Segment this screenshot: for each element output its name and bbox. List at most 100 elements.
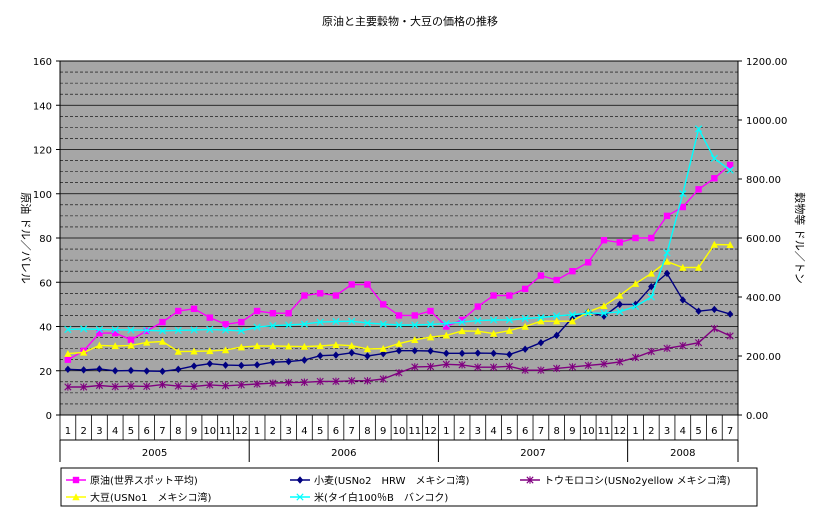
- right-tick-label: 600.00: [746, 234, 781, 245]
- data-point: [80, 383, 88, 391]
- data-point: [380, 301, 387, 308]
- data-point: [648, 234, 655, 242]
- data-point: [663, 269, 671, 278]
- month-tick-label: 3: [475, 426, 481, 437]
- left-tick-label: 40: [39, 323, 52, 334]
- data-point: [568, 363, 577, 371]
- x-axis: 1 2 3 4 5 6 7 8 9 10 11 12 1 2 3 4 5 6 7 8 9 10 11 12 1 2 3 4 5 6 7 8 9 1…: [59, 415, 739, 462]
- data-point: [190, 347, 198, 355]
- data-point: [568, 317, 577, 325]
- month-tick-label: 7: [159, 426, 165, 437]
- data-point: [395, 369, 403, 377]
- data-point: [679, 341, 687, 350]
- data-point: [569, 267, 576, 275]
- data-point: [521, 285, 529, 293]
- data-point: [631, 280, 640, 287]
- data-point: [253, 342, 261, 350]
- month-tick-label: 2: [459, 426, 465, 437]
- month-tick-label: 7: [538, 426, 544, 437]
- right-axis-ticks: 0.00 200.00 400.00 600.00 800.00 1000.00 1200.…: [738, 57, 787, 422]
- data-point: [585, 259, 592, 266]
- year-tick-label: 2008: [670, 448, 695, 459]
- data-point: [553, 364, 561, 373]
- data-point: [474, 363, 482, 371]
- data-point: [679, 296, 687, 304]
- data-point: [600, 302, 608, 310]
- month-tick-label: 6: [522, 426, 528, 437]
- month-tick-label: 8: [553, 426, 559, 437]
- legend-label: 米(タイ白100％B バンコク): [314, 491, 448, 504]
- data-point: [64, 365, 72, 373]
- legend-item-4: 大豆(USNo1 メキシコ湾): [66, 491, 212, 504]
- data-point: [348, 377, 356, 385]
- data-point: [537, 339, 545, 347]
- data-point: [96, 329, 103, 337]
- data-point: [316, 377, 324, 386]
- data-point: [631, 353, 640, 362]
- data-point: [537, 317, 545, 325]
- data-point: [332, 292, 340, 299]
- data-point: [600, 312, 608, 320]
- data-point: [458, 318, 466, 326]
- data-point: [111, 329, 119, 337]
- left-tick-label: 140: [33, 101, 52, 112]
- month-tick-label: 11: [219, 426, 232, 437]
- left-axis-label: 原油 ドル／バレル: [19, 192, 33, 284]
- data-point: [490, 363, 498, 371]
- data-point: [663, 257, 671, 265]
- data-point: [521, 345, 529, 353]
- data-point: [206, 381, 214, 389]
- month-tick-label: 1: [254, 426, 260, 437]
- data-point: [111, 382, 119, 391]
- data-point: [616, 358, 624, 366]
- data-point: [552, 317, 561, 325]
- month-tick-label: 9: [380, 426, 386, 437]
- data-point: [474, 303, 482, 310]
- legend-item-5: 米(タイ白100％B バンコク): [290, 491, 448, 504]
- right-tick-label: 1200.00: [746, 57, 787, 68]
- data-point: [190, 305, 198, 312]
- data-point: [411, 336, 419, 343]
- series-layer: [64, 125, 734, 391]
- data-point: [348, 281, 355, 288]
- month-tick-label: 7: [349, 426, 355, 437]
- data-point: [221, 326, 230, 334]
- data-point: [301, 292, 308, 299]
- data-point: [726, 166, 734, 174]
- data-point: [616, 300, 623, 309]
- data-point: [95, 341, 104, 349]
- data-point: [158, 380, 167, 389]
- data-point: [521, 366, 529, 374]
- month-tick-label: 5: [695, 426, 701, 437]
- data-point: [663, 249, 671, 257]
- data-point: [332, 377, 340, 386]
- legend-label: トウモロコシ(USNo2yellow メキシコ湾): [544, 474, 731, 487]
- data-point: [79, 348, 88, 356]
- data-point: [443, 349, 450, 358]
- year-tick-label: 2005: [142, 448, 167, 459]
- left-tick-label: 80: [39, 234, 52, 245]
- data-point: [347, 341, 356, 349]
- data-point: [631, 302, 640, 311]
- data-point: [600, 237, 608, 244]
- data-point: [111, 326, 119, 334]
- data-point: [253, 361, 261, 369]
- month-tick-label: 5: [506, 426, 512, 437]
- month-tick-label: 2: [648, 426, 654, 437]
- chart-title: 原油と主要穀物・大豆の価格の推移: [322, 14, 498, 28]
- legend-item-2: 小麦(USNo2 HRW メキシコ湾): [290, 474, 469, 487]
- data-point: [710, 324, 718, 333]
- data-point: [174, 382, 182, 390]
- data-point: [553, 312, 561, 320]
- data-point: [127, 366, 135, 375]
- data-point: [584, 309, 592, 317]
- data-point: [648, 282, 655, 291]
- data-point: [174, 326, 182, 334]
- data-point: [127, 341, 135, 349]
- month-tick-label: 1: [443, 426, 449, 437]
- data-point: [363, 377, 372, 385]
- series-4: [64, 240, 734, 357]
- data-point: [95, 381, 104, 390]
- data-point: [127, 382, 135, 390]
- data-point: [647, 347, 655, 356]
